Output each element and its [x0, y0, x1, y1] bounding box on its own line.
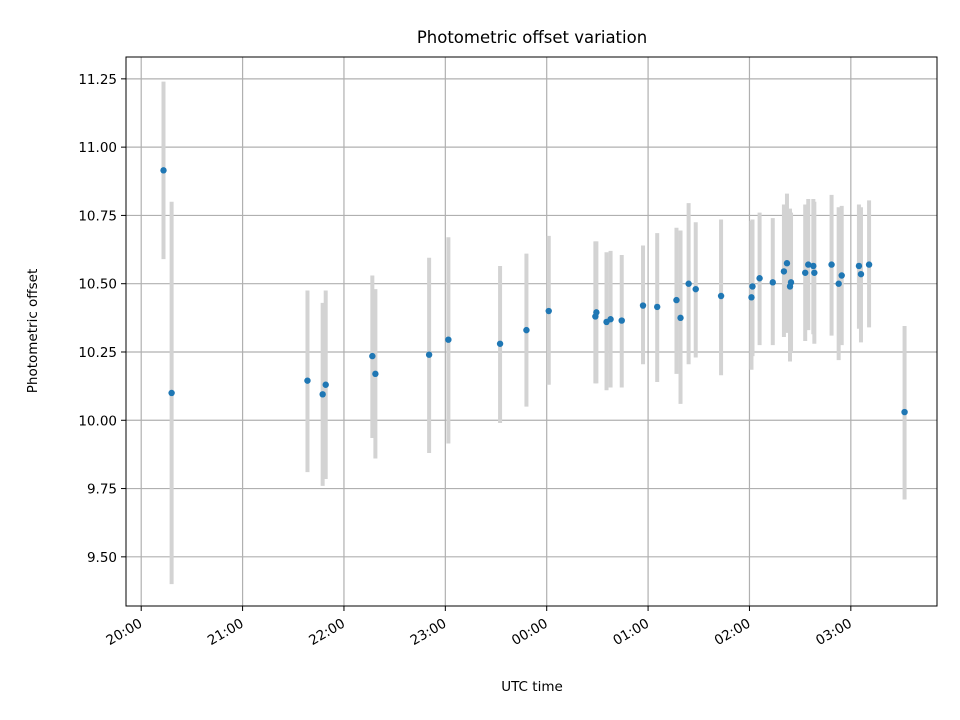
data-point	[673, 296, 680, 304]
data-point	[618, 317, 625, 324]
data-point	[685, 280, 692, 287]
data-point	[805, 261, 812, 268]
data-point	[810, 262, 817, 270]
data-point	[855, 262, 863, 270]
y-tick-label: 11.25	[78, 72, 117, 88]
data-point	[654, 303, 661, 311]
data-points	[160, 167, 908, 416]
chart-title: Photometric offset variation	[417, 28, 647, 47]
data-point	[756, 275, 763, 282]
data-point	[828, 261, 835, 268]
data-point	[322, 381, 329, 388]
data-point	[857, 270, 865, 278]
data-point	[319, 391, 326, 398]
plot-frame	[125, 56, 938, 607]
data-point	[545, 307, 552, 315]
data-point	[748, 294, 755, 301]
data-point	[496, 340, 504, 347]
data-point	[677, 314, 684, 322]
y-axis-ticks: 9.50 9.75 10.00 10.25 10.50 10.75 11.00 11.25	[78, 72, 126, 566]
data-point	[372, 370, 379, 378]
data-point	[445, 336, 452, 343]
data-point	[783, 260, 791, 267]
data-point	[835, 280, 842, 287]
data-point	[304, 377, 311, 384]
y-axis-label: Photometric offset	[25, 269, 41, 393]
y-tick-label: 11.00	[78, 140, 117, 156]
y-tick-label: 10.50	[78, 277, 117, 293]
y-tick-label: 10.75	[78, 208, 117, 224]
data-point	[865, 261, 873, 268]
data-point	[168, 389, 175, 397]
y-tick-label: 10.00	[78, 413, 117, 429]
grid	[126, 57, 937, 606]
data-point	[639, 302, 647, 309]
y-tick-label: 9.75	[87, 482, 117, 498]
data-point	[769, 279, 776, 286]
data-point	[692, 285, 699, 293]
data-point	[787, 279, 795, 286]
data-point	[802, 269, 809, 276]
data-point	[593, 309, 600, 316]
y-tick-label: 10.25	[78, 345, 117, 361]
data-point	[780, 268, 788, 275]
data-point	[425, 351, 433, 358]
data-point	[717, 292, 725, 300]
data-point	[523, 326, 530, 334]
data-point	[160, 167, 167, 174]
data-point	[838, 272, 845, 279]
data-point	[607, 316, 614, 323]
data-point	[901, 408, 908, 416]
x-axis-label: UTC time	[501, 679, 563, 695]
data-point	[749, 283, 756, 290]
data-point	[369, 352, 376, 360]
data-point	[811, 269, 818, 276]
y-tick-label: 9.50	[87, 550, 117, 566]
